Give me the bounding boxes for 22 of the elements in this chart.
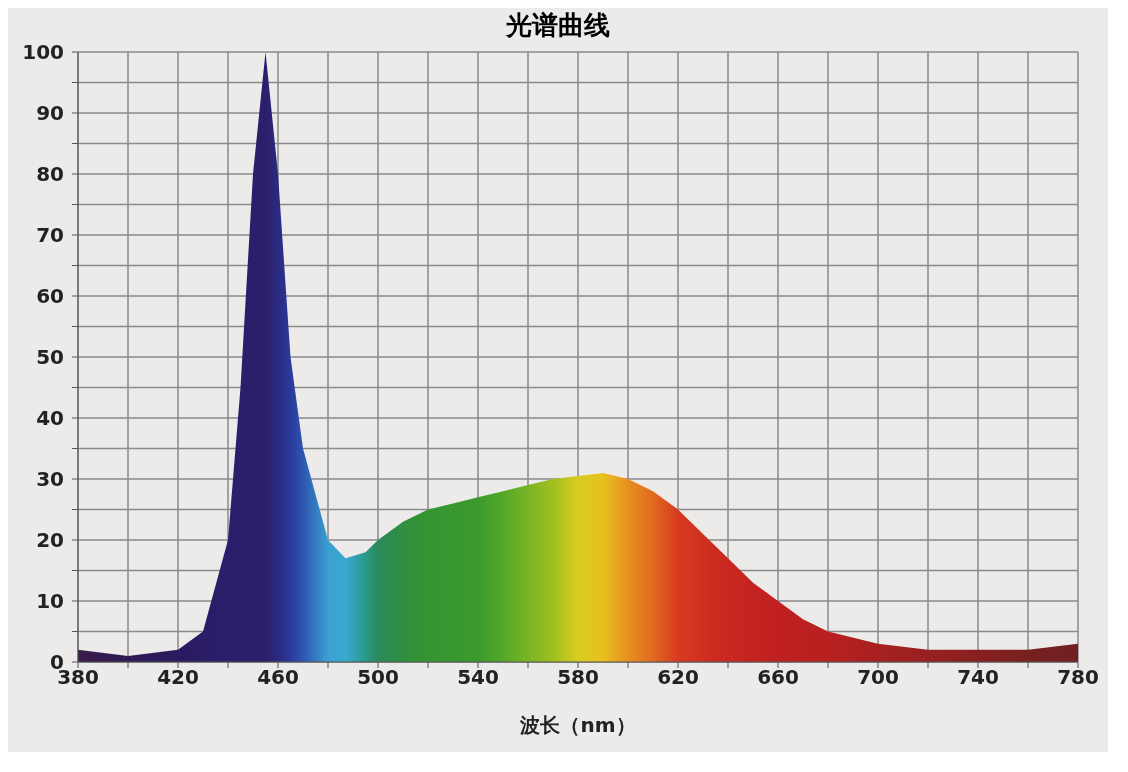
chart-title: 光谱曲线 bbox=[506, 10, 610, 40]
y-tick-label: 90 bbox=[36, 101, 64, 125]
y-tick-label: 80 bbox=[36, 162, 64, 186]
x-tick-label: 540 bbox=[457, 665, 499, 690]
x-tick-label: 700 bbox=[857, 665, 899, 690]
x-tick-label: 420 bbox=[157, 665, 199, 690]
y-tick-label: 60 bbox=[36, 284, 64, 308]
y-tick-label: 40 bbox=[36, 406, 64, 430]
x-tick-label: 500 bbox=[357, 665, 399, 690]
y-tick-label: 10 bbox=[36, 589, 64, 613]
x-tick-label: 580 bbox=[557, 665, 599, 690]
y-tick-label: 100 bbox=[22, 40, 64, 64]
y-tick-label: 30 bbox=[36, 467, 64, 491]
x-axis-title: 波长（nm） bbox=[519, 713, 636, 737]
y-tick-label: 20 bbox=[36, 528, 64, 552]
x-tick-label: 660 bbox=[757, 665, 799, 690]
x-tick-label: 460 bbox=[257, 665, 299, 690]
x-tick-label: 740 bbox=[957, 665, 999, 690]
x-tick-label: 780 bbox=[1057, 665, 1099, 690]
y-tick-label: 50 bbox=[36, 345, 64, 369]
y-tick-label: 70 bbox=[36, 223, 64, 247]
x-tick-label: 620 bbox=[657, 665, 699, 690]
